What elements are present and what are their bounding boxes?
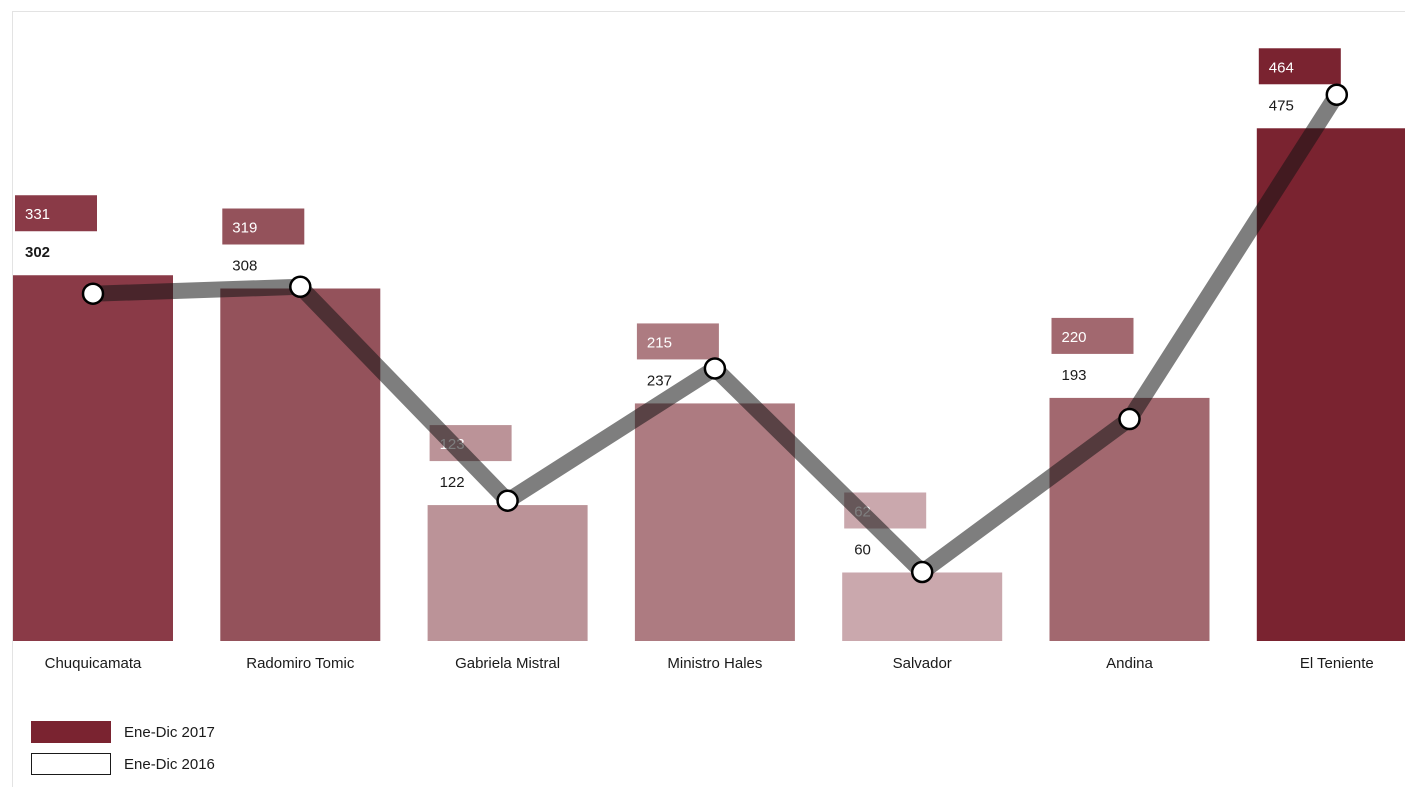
value-box-2017-chuquicamata [15,195,97,232]
data-label-2017-chuquicamata: 331 [25,206,50,223]
value-box-2017-andina [1051,317,1134,354]
data-label-2016-ministro-hales: 237 [647,372,672,389]
legend-swatch-2017 [31,721,111,743]
data-label-2017-andina: 220 [1062,329,1087,346]
bar-chuquicamata [13,275,173,641]
bar-andina [1049,397,1210,641]
point-2016-andina [1118,407,1141,431]
category-label-ministro-hales: Ministro Hales [667,655,762,672]
legend-swatch-2016 [31,753,111,775]
data-label-2016-radomiro-tomic: 308 [232,258,257,275]
bar-el-teniente [1256,128,1405,641]
category-label-radomiro-tomic: Radomiro Tomic [246,655,355,672]
bars-layer [13,128,1405,641]
point-2016-radomiro-tomic [289,275,312,299]
point-2016-chuquicamata [81,282,105,305]
value-box-2017-el-teniente [1258,48,1341,85]
data-label-2016-chuquicamata: 302 [25,244,50,261]
legend-item-2016: Ene-Dic 2016 [31,748,215,780]
chart-frame-top [12,11,1405,12]
mine-production-chart: 3313023193081231222152376260220193464475… [13,48,1405,672]
category-label-andina: Andina [1106,655,1153,672]
legend-label-2017: Ene-Dic 2017 [124,723,215,741]
legend: Ene-Dic 2017 Ene-Dic 2016 [31,716,215,780]
value-box-2017-ministro-hales [636,323,719,360]
chart-frame-left [12,11,13,787]
legend-item-2017: Ene-Dic 2017 [31,716,215,748]
data-label-2016-salvador: 60 [854,541,871,558]
data-label-2017-ministro-hales: 215 [647,334,672,351]
data-label-2017-el-teniente: 464 [1269,59,1294,76]
bar-salvador [842,572,1003,641]
category-labels-layer: Chuquicamata Radomiro Tomic Gabriela Mistr… [45,655,1374,672]
point-2016-salvador [910,560,934,584]
bar-gabriela-mistral [427,505,588,641]
category-label-salvador: Salvador [893,655,952,672]
data-label-2016-el-teniente: 475 [1269,97,1294,114]
point-2016-ministro-hales [703,357,727,380]
category-label-gabriela-mistral: Gabriela Mistral [455,655,560,672]
data-label-2017-radomiro-tomic: 319 [232,220,257,237]
value-box-2017-radomiro-tomic [222,208,305,245]
line-layer [81,83,1349,584]
category-label-el-teniente: El Teniente [1300,655,1374,672]
point-2016-gabriela-mistral [496,489,519,512]
data-label-2016-andina: 193 [1062,367,1087,384]
data-label-2016-gabriela-mistral: 122 [440,474,465,491]
bar-ministro-hales [634,403,795,641]
legend-label-2016: Ene-Dic 2016 [124,755,215,773]
category-label-chuquicamata: Chuquicamata [45,655,142,672]
point-2016-el-teniente [1325,83,1349,106]
